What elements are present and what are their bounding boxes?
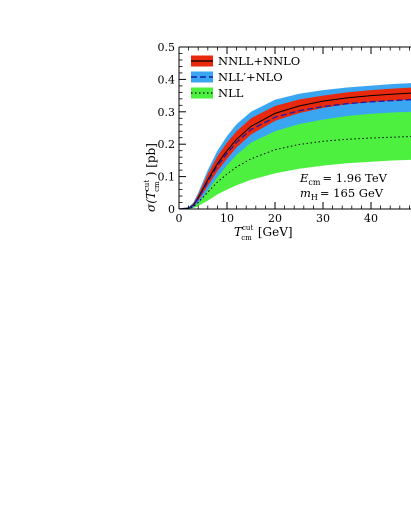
y-tick-label: 0.3 xyxy=(158,106,176,119)
x-title-subscript: cm xyxy=(241,234,252,242)
axes xyxy=(178,46,411,210)
annotation-value: = 165 GeV xyxy=(320,186,384,200)
y-title-subscript: cm xyxy=(153,181,161,192)
annotation-subscript: H xyxy=(311,193,318,202)
x-tick-label: 20 xyxy=(268,212,282,225)
annotation-value: = 1.96 TeV xyxy=(322,171,387,185)
x-tick-label: 10 xyxy=(220,212,234,225)
legend-label: NNLL+NNLO xyxy=(218,54,300,68)
legend-label: NLL xyxy=(218,86,244,100)
central-lines xyxy=(179,92,411,209)
line-nll-nlo xyxy=(179,99,411,209)
annotation: mH = 165 GeV xyxy=(300,186,384,202)
x-tick-label: 30 xyxy=(316,212,330,225)
x-tick-label: 0 xyxy=(176,212,183,225)
y-tick-label: 0.5 xyxy=(158,41,176,54)
y-title-superscript: cut xyxy=(143,180,151,191)
annotation-symbol: E xyxy=(299,171,309,185)
y-axis-title: σ(Tcut cm ) [pb] xyxy=(143,143,161,212)
annotation-symbol: m xyxy=(300,186,311,200)
y-tick-label: 0 xyxy=(168,203,175,216)
axis-titles: Tcut cm [GeV]σ(Tcut cm) [pb] xyxy=(143,143,293,242)
y-title-suffix: ) [pb] xyxy=(144,143,158,176)
legend: NNLL+NNLO NLL′+NLO NLL xyxy=(191,54,300,100)
y-tick-label: 0.1 xyxy=(158,171,176,184)
y-title-symbol: T xyxy=(144,190,158,199)
line-nll xyxy=(179,136,411,209)
legend-label: NLL′+NLO xyxy=(218,70,283,84)
annotation-subscript: cm xyxy=(308,178,320,187)
band-nll-nlo xyxy=(179,83,411,209)
y-tick-label: 0.4 xyxy=(158,73,176,86)
y-title-prefix: σ( xyxy=(144,199,158,212)
x-title-superscript: cut xyxy=(242,224,253,232)
x-title-symbol: T xyxy=(234,225,243,239)
x-title-unit: [GeV] xyxy=(258,225,293,239)
y-tick-label: 0.2 xyxy=(158,138,176,151)
legend-swatch xyxy=(191,87,213,99)
band-nll xyxy=(179,95,411,209)
annotation: Ecm = 1.96 TeV xyxy=(299,171,388,187)
x-axis-title: Tcut cm [GeV] xyxy=(234,224,293,242)
x-tick-label: 40 xyxy=(364,212,378,225)
tick-labels: 0 0.1 0.2 0.3 0.4 0.5 0 10 20 30 40 xyxy=(158,41,379,225)
